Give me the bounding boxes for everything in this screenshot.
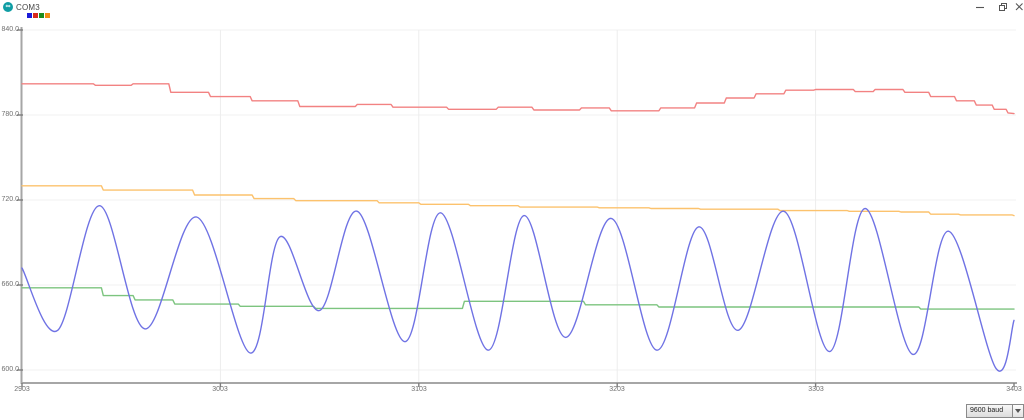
legend-swatch-orange bbox=[45, 13, 50, 18]
legend-swatch-red bbox=[33, 13, 38, 18]
x-tick-label: 3303 bbox=[808, 386, 824, 393]
y-tick-label: 840.0 bbox=[1, 26, 19, 33]
legend-swatch-blue bbox=[27, 13, 32, 18]
legend-swatch-green bbox=[39, 13, 44, 18]
series-line-red bbox=[21, 83, 1015, 115]
x-tick-label: 2903 bbox=[14, 386, 30, 393]
y-tick-label: 600.0 bbox=[1, 366, 19, 373]
y-tick-label: 780.0 bbox=[1, 111, 19, 118]
series-line-blue bbox=[21, 204, 1015, 372]
close-button[interactable] bbox=[1013, 2, 1024, 12]
minimize-button[interactable] bbox=[974, 2, 986, 12]
minimize-icon bbox=[976, 6, 984, 9]
title-bar: ∞ COM3 bbox=[0, 0, 1024, 14]
x-tick-label: 3003 bbox=[212, 386, 228, 393]
series-line-green bbox=[21, 287, 1015, 310]
x-tick-label: 3403 bbox=[1006, 386, 1022, 393]
window-title: COM3 bbox=[16, 3, 40, 12]
x-tick-label: 3203 bbox=[609, 386, 625, 393]
x-tick-label: 3103 bbox=[411, 386, 427, 393]
y-tick-label: 660.0 bbox=[1, 281, 19, 288]
chevron-down-icon[interactable] bbox=[1012, 404, 1024, 418]
y-tick-label: 720.0 bbox=[1, 196, 19, 203]
arduino-app-icon: ∞ bbox=[3, 2, 13, 12]
restore-button[interactable] bbox=[997, 2, 1009, 12]
close-icon bbox=[1015, 3, 1023, 11]
restore-icon bbox=[999, 3, 1007, 11]
baud-rate-select[interactable]: 9600 baud bbox=[966, 404, 1024, 418]
series-legend bbox=[27, 13, 51, 19]
series-line-orange bbox=[21, 185, 1015, 217]
baud-rate-value[interactable]: 9600 baud bbox=[966, 404, 1016, 418]
